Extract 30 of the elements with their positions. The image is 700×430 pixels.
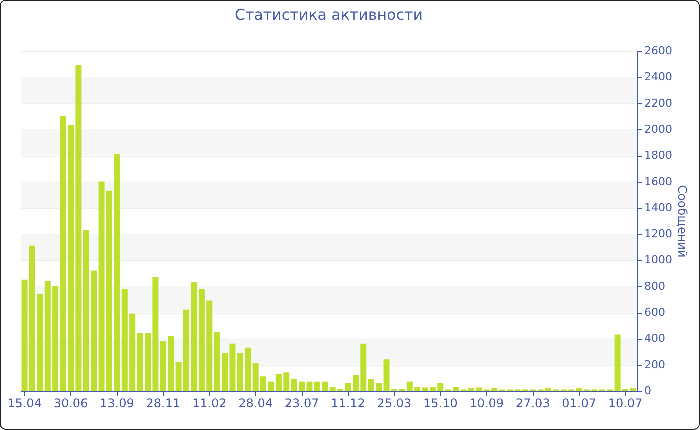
x-tick-label: 11.02 bbox=[192, 396, 227, 410]
y-tick-label: 1800 bbox=[644, 149, 672, 162]
x-tick-label: 28.04 bbox=[238, 396, 274, 410]
y-tick-label: 1000 bbox=[644, 254, 672, 267]
y-tick-label: 2400 bbox=[644, 70, 672, 84]
y-axis-title: Сообщений bbox=[675, 185, 690, 258]
x-tick-label: 28.11 bbox=[146, 396, 181, 410]
x-tick-label: 11.12 bbox=[331, 396, 366, 410]
x-tick-label: 10.09 bbox=[470, 396, 504, 410]
x-tick-label: 10.07 bbox=[608, 396, 643, 410]
y-tick-label: 2600 bbox=[644, 44, 672, 58]
y-tick-label: 1600 bbox=[644, 175, 672, 188]
x-tick-label: 30.06 bbox=[54, 396, 88, 410]
x-tick-label: 13.09 bbox=[100, 396, 134, 410]
y-tick-label: 400 bbox=[644, 332, 666, 346]
chart-title: Статистика активности bbox=[235, 6, 423, 24]
x-tick-label: 25.03 bbox=[377, 396, 412, 410]
y-tick-label: 600 bbox=[644, 306, 666, 320]
x-tick-label: 15.04 bbox=[8, 396, 42, 410]
y-tick-label: 200 bbox=[644, 358, 666, 372]
y-tick-label: 2200 bbox=[644, 96, 672, 110]
x-tick-label: 01.07 bbox=[562, 396, 596, 410]
y-tick-label: 800 bbox=[644, 280, 666, 293]
y-tick-label: 1400 bbox=[644, 201, 672, 214]
x-tick-label: 15.10 bbox=[424, 396, 458, 410]
y-tick-label: 0 bbox=[644, 384, 652, 398]
x-tick-label: 27.03 bbox=[516, 396, 550, 410]
x-tick-label: 23.07 bbox=[284, 396, 320, 410]
y-tick-label: 2000 bbox=[644, 122, 672, 136]
y-tick-label: 1200 bbox=[644, 228, 672, 241]
